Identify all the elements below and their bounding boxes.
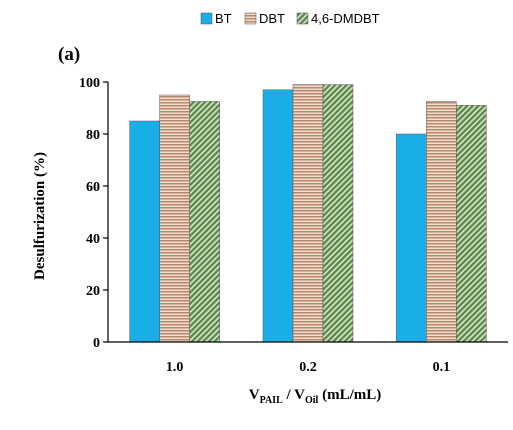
x-tick-label: 1.0 <box>166 360 184 375</box>
bar-bt-1 <box>262 89 294 343</box>
bar-4-6-dmdbt-0 <box>189 101 220 343</box>
y-axis-label: Desulfurization (%) <box>32 152 48 280</box>
x-tick-label: 0.2 <box>299 360 317 375</box>
bar-dbt-2 <box>426 101 457 343</box>
bar-dbt-0 <box>159 94 190 343</box>
panel-label: (a) <box>58 44 80 65</box>
bar-4-6-dmdbt-1 <box>322 84 354 343</box>
x-tick-label: 0.1 <box>433 360 451 375</box>
y-tick-label: 20 <box>86 284 100 299</box>
y-tick-label: 80 <box>86 128 100 143</box>
bar-bt-2 <box>396 133 427 343</box>
legend-label: 4,6-DMDBT <box>311 11 380 26</box>
y-tick-label: 60 <box>86 180 100 195</box>
legend-swatch-bt <box>200 12 213 25</box>
legend: BT DBT 4,6-DMDBT <box>200 11 380 26</box>
y-tick-label: 100 <box>79 76 100 91</box>
bar-4-6-dmdbt-2 <box>456 105 487 343</box>
legend-label: BT <box>215 11 232 26</box>
bar-dbt-1 <box>292 84 324 343</box>
legend-swatch-4-6-dmdbt <box>296 12 309 25</box>
y-axis: 0 20 40 60 80 100 <box>79 76 109 351</box>
legend-swatch-dbt <box>244 12 257 25</box>
bars <box>129 84 487 343</box>
y-tick-label: 0 <box>93 336 100 351</box>
x-axis: 1.0 0.2 0.1 <box>108 341 508 375</box>
x-axis-label: VPAIL / VOil (mL/mL) <box>249 387 382 406</box>
bar-bt-0 <box>129 120 160 343</box>
legend-label: DBT <box>259 11 285 26</box>
y-tick-label: 40 <box>86 232 100 247</box>
